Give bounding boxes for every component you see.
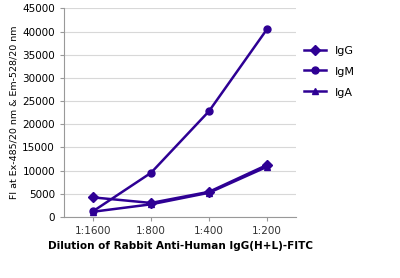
Line: IgM: IgM — [90, 26, 270, 215]
IgM — [206, 110, 211, 113]
Legend: IgG, IgM, IgA: IgG, IgM, IgA — [304, 45, 355, 98]
X-axis label: Dilution of Rabbit Anti-Human IgG(H+L)-FITC: Dilution of Rabbit Anti-Human IgG(H+L)-F… — [48, 241, 312, 251]
Line: IgG: IgG — [90, 162, 270, 206]
IgG — [149, 201, 154, 205]
IgA — [90, 210, 96, 214]
IgM — [90, 210, 96, 213]
IgM — [149, 171, 154, 175]
IgA — [206, 191, 211, 194]
IgG — [206, 190, 211, 193]
IgG — [265, 163, 270, 167]
Line: IgA: IgA — [90, 163, 270, 215]
IgG — [90, 196, 96, 199]
IgA — [265, 165, 270, 168]
IgM — [265, 28, 270, 31]
Y-axis label: FI at Ex-485/20 nm & Em-528/20 nm: FI at Ex-485/20 nm & Em-528/20 nm — [9, 26, 18, 199]
IgA — [149, 203, 154, 206]
